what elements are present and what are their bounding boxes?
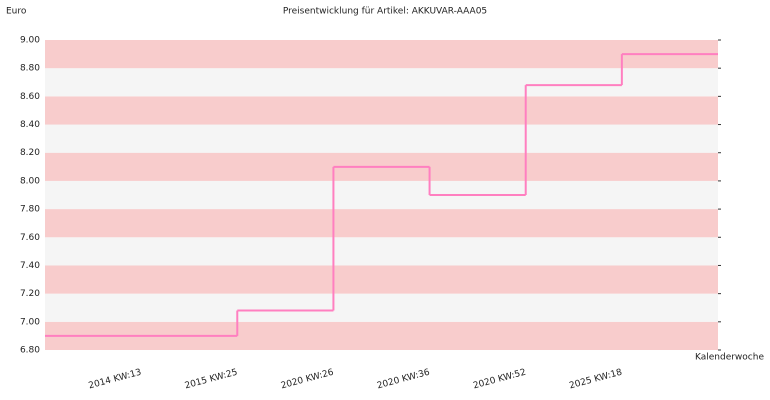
grid-band — [45, 293, 718, 322]
y-tick-label: 8.40 — [20, 120, 40, 130]
grid-band — [45, 68, 718, 97]
y-tick-label: 7.40 — [20, 261, 40, 271]
grid-band — [45, 237, 718, 266]
x-tick-label: 2020 KW:52 — [472, 368, 527, 392]
x-tick-label: 2014 KW:13 — [88, 368, 143, 392]
y-tick-label: 7.80 — [20, 205, 40, 215]
y-tick-label: 8.20 — [20, 148, 40, 158]
x-tick-label: 2020 KW:26 — [280, 368, 335, 392]
y-tick-label: 6.80 — [20, 346, 40, 356]
y-tick-label: 7.20 — [20, 289, 40, 299]
y-tick-label: 8.60 — [20, 92, 40, 102]
y-axis-label: Euro — [6, 7, 27, 17]
y-tick-label: 8.00 — [20, 176, 40, 186]
grid-band — [45, 40, 718, 69]
y-tick-label: 8.80 — [20, 64, 40, 74]
grid-band — [45, 124, 718, 153]
chart-title: Preisentwicklung für Artikel: AKKUVAR-AA… — [283, 7, 487, 17]
grid-band — [45, 209, 718, 238]
x-tick-label: 2025 KW:18 — [568, 368, 623, 392]
x-tick-label: 2020 KW:36 — [376, 368, 431, 392]
y-tick-label: 7.60 — [20, 233, 40, 243]
grid-band — [45, 180, 718, 210]
y-tick-label: 7.00 — [20, 317, 40, 327]
x-axis-label: Kalenderwoche — [695, 353, 764, 363]
grid-band — [45, 265, 718, 294]
y-tick-label: 9.00 — [20, 36, 40, 46]
grid-band — [45, 96, 718, 125]
x-tick-label: 2015 KW:25 — [184, 368, 239, 392]
